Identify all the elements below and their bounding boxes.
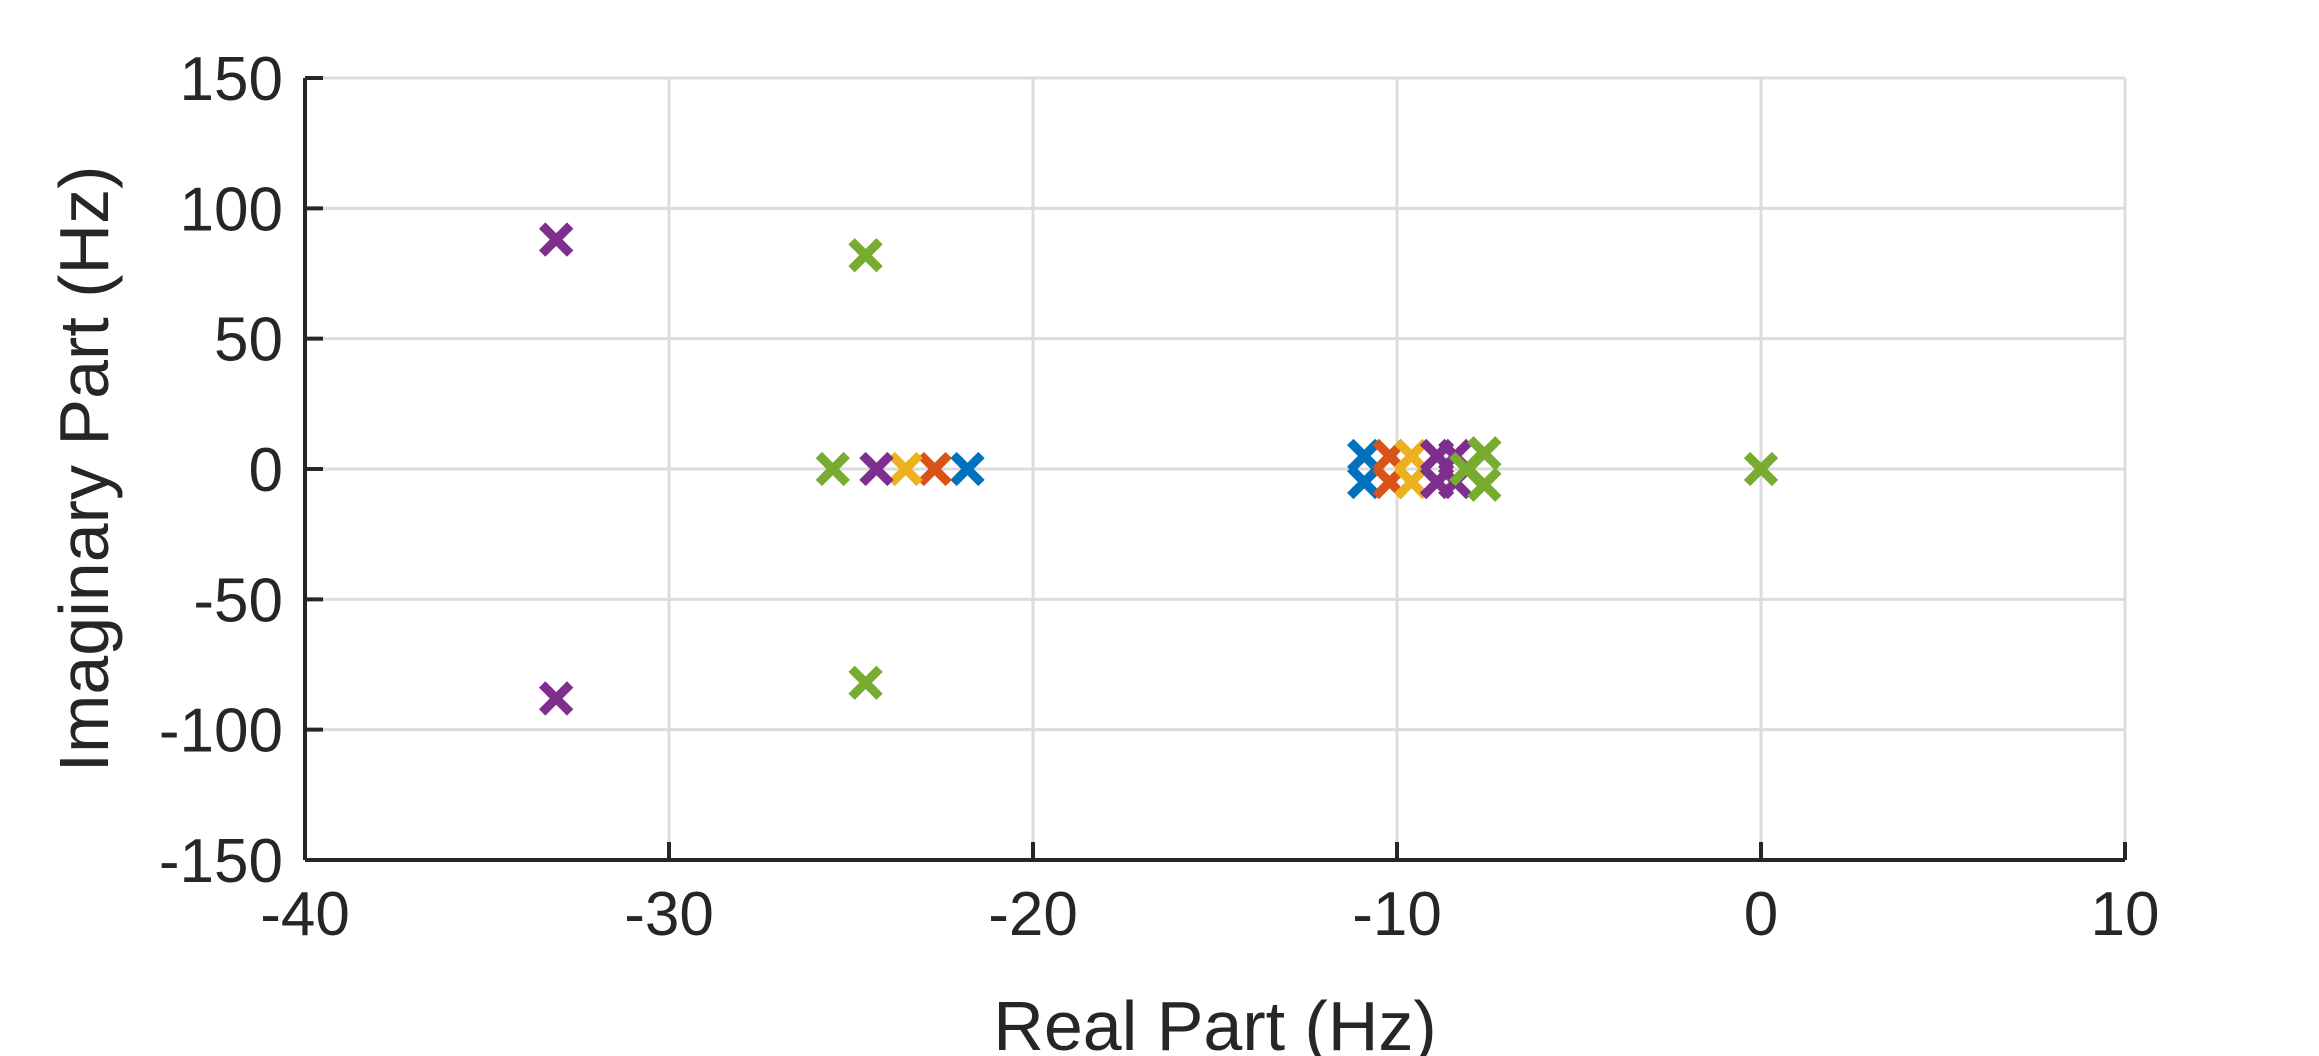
data-point-marker	[538, 681, 574, 716]
data-point-marker	[848, 238, 883, 273]
x-tick-label: -20	[988, 880, 1078, 949]
y-tick-label: -150	[159, 827, 283, 896]
y-tick-label: -100	[159, 697, 283, 766]
x-tick-label: 0	[1744, 880, 1778, 949]
data-point-marker	[538, 222, 574, 257]
data-point-marker	[888, 451, 923, 487]
grid-lines	[305, 76, 2127, 860]
data-point-marker	[1743, 451, 1779, 487]
tick-marks	[303, 76, 2127, 862]
data-point-marker	[1347, 438, 1382, 474]
y-tick-label: 100	[180, 175, 283, 244]
data-point-marker	[815, 451, 850, 487]
data-point-marker	[1394, 438, 1429, 474]
data-markers	[538, 222, 1779, 716]
y-tick-label: 50	[214, 306, 283, 375]
data-point-marker	[1467, 467, 1502, 502]
data-point-marker	[848, 665, 883, 700]
x-axis-label: Real Part (Hz)	[993, 987, 1436, 1056]
data-point-marker	[1347, 464, 1382, 500]
data-point-marker	[1467, 436, 1502, 471]
y-tick-label: 0	[249, 436, 283, 505]
y-axis-label: Imaginary Part (Hz)	[45, 166, 123, 773]
y-tick-label: -50	[193, 566, 283, 635]
x-tick-label: -40	[260, 880, 350, 949]
x-tick-label: -10	[1352, 880, 1442, 949]
y-tick-label: 150	[180, 45, 283, 114]
x-tick-label: -30	[624, 880, 714, 949]
data-point-marker	[859, 451, 894, 487]
y-tick-labels: -150 -100 -50 0 50 100 150	[159, 45, 283, 896]
x-tick-label: 10	[2091, 880, 2160, 949]
data-point-marker	[1394, 464, 1429, 500]
x-tick-labels: -40 -30 -20 -10 0 10	[260, 880, 2159, 949]
data-point-marker	[917, 451, 952, 487]
data-point-marker	[950, 451, 985, 487]
